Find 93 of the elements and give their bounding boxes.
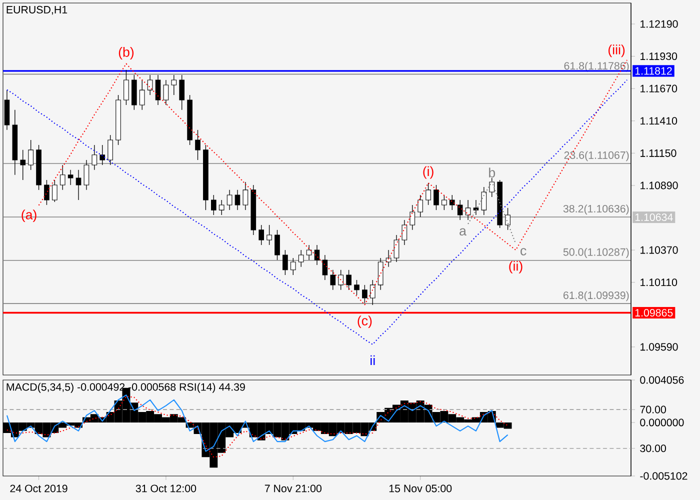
data-label: (iii)	[608, 44, 625, 58]
candlestick	[473, 200, 479, 216]
candlestick	[465, 200, 471, 220]
y-tick-label: 1.10890	[640, 182, 678, 190]
data-label: ii	[370, 355, 375, 366]
x-tick-label: 24 Oct 2019	[10, 484, 68, 492]
candlestick	[76, 170, 82, 200]
candlestick	[330, 270, 336, 290]
y-tick-label: 0.000000	[640, 418, 684, 426]
data-label: (c)	[358, 316, 372, 328]
data-label: b	[489, 168, 496, 178]
data-label: (b)	[118, 47, 134, 60]
y2-tick-label: 30.00	[640, 444, 666, 452]
candlestick	[100, 144, 106, 166]
ref-line-label: 38.2(1.10636)	[563, 204, 629, 215]
data-label: (a)	[22, 210, 36, 222]
y2-tick-label: 70.00	[640, 406, 666, 414]
candlestick	[457, 200, 463, 220]
x-tick-label: 15 Nov 05:00	[389, 484, 452, 492]
ref-line-label: 23.6(1.11067)	[564, 151, 629, 162]
y2-tick-label: 1.09865	[635, 308, 673, 317]
data-label: a	[460, 228, 466, 236]
candlestick	[346, 270, 352, 290]
candlestick	[234, 190, 240, 210]
y-tick-label: -0.005102	[640, 472, 688, 480]
y-tick-label: 1.11670	[640, 84, 678, 92]
candlestick	[410, 204, 416, 230]
candlestick	[163, 80, 169, 106]
candlestick	[282, 250, 288, 276]
candlestick	[195, 130, 200, 160]
candlestick	[44, 180, 50, 206]
candlestick	[362, 284, 368, 304]
y-tick-label: 1.11410	[640, 117, 678, 125]
candlestick	[52, 180, 58, 202]
candlestick	[378, 258, 384, 290]
candlestick	[108, 134, 113, 166]
ref-line-label: 61.8(1.11786)	[564, 62, 629, 72]
data-label: (ii)	[509, 260, 522, 274]
candlestick	[60, 164, 66, 190]
ref-line-label: 61.8(1.09939)	[564, 291, 629, 302]
candlestick	[155, 74, 161, 106]
candlestick	[68, 170, 74, 186]
candlestick	[274, 230, 280, 260]
candlestick	[426, 182, 431, 206]
y-tick-label: 0.004056	[640, 376, 684, 384]
y-tick-label: 1.09590	[640, 343, 678, 351]
candlestick	[139, 80, 145, 110]
candlestick	[84, 160, 90, 190]
candlestick	[28, 140, 34, 170]
candlestick	[147, 74, 153, 96]
candlestick	[449, 194, 455, 210]
y-tick-label: 1.10370	[640, 246, 678, 254]
candlestick	[258, 224, 264, 246]
candlestick	[338, 270, 344, 290]
y-tick-label: 1.12190	[640, 20, 678, 28]
candlestick	[306, 244, 312, 260]
candlestick	[505, 208, 510, 230]
candlestick	[489, 178, 495, 198]
chart-title: MACD(5,34,5) -0.000492 -0.000568 RSI(14) 44.39	[6, 382, 245, 393]
y-tick-label: 1.11930	[640, 52, 678, 60]
candlestick	[211, 194, 216, 216]
x-tick-label: 7 Nov 21:00	[264, 484, 322, 492]
candlestick	[394, 234, 400, 262]
candlestick	[402, 220, 408, 246]
y-tick-label: 1.11150	[640, 149, 676, 157]
candlestick	[290, 258, 296, 276]
data-label: (i)	[423, 166, 434, 179]
candlestick	[298, 250, 304, 268]
candlestick	[370, 280, 376, 306]
ref-line-label: 50.0(1.10287)	[563, 248, 629, 258]
candlestick	[442, 194, 447, 210]
chart-title: EURUSD,H1	[6, 6, 68, 15]
candlestick	[354, 280, 360, 296]
candlestick	[20, 150, 26, 180]
candlestick	[418, 194, 423, 218]
candlestick	[314, 244, 320, 266]
candlestick	[171, 74, 177, 96]
candlestick	[218, 200, 224, 216]
candlestick	[481, 186, 487, 216]
candlestick	[124, 70, 129, 106]
candlestick	[242, 182, 248, 210]
candlestick	[92, 144, 98, 170]
x-tick-label: 31 Oct 12:00	[136, 484, 196, 492]
y-tick-label: 1.10110	[640, 278, 678, 286]
y2-tick-label: 1.10634	[635, 213, 673, 222]
candlestick	[386, 250, 392, 268]
y2-tick-label: 1.11812	[635, 67, 672, 75]
data-label: c	[520, 248, 526, 256]
candlestick	[434, 184, 439, 210]
candlestick	[226, 190, 232, 210]
candlestick	[266, 224, 272, 246]
candlestick	[322, 254, 328, 280]
candlestick	[179, 74, 185, 110]
